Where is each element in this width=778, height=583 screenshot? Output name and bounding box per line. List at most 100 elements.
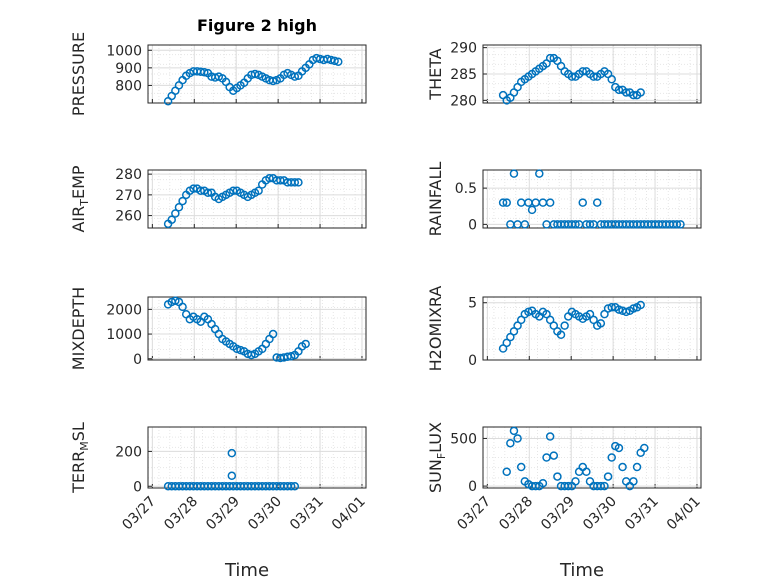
data-point: [506, 332, 515, 342]
data-point: [614, 443, 624, 453]
data-point: [265, 174, 274, 183]
data-point: [585, 309, 595, 319]
x-tick-label: 04/01: [664, 494, 704, 534]
data-point: [556, 330, 566, 340]
y-tick-label: 0: [468, 217, 477, 233]
data-point: [290, 72, 300, 81]
subplot-8: 03/27 03/28 03/29 03/30 03/31 04/01 0 500SUNFLU…: [426, 422, 704, 581]
data-point: [549, 321, 559, 330]
data-point: [290, 178, 300, 187]
data-point: [629, 477, 638, 486]
data-point: [553, 472, 562, 481]
x-tick-label: 03/31: [287, 494, 327, 534]
x-tick-label: 03/29: [203, 494, 243, 534]
y-tick-label: 290: [450, 41, 477, 57]
subplot-3: 260 270 280 AIRTEMP: [69, 165, 367, 233]
data-point: [636, 88, 645, 97]
data-point: [542, 309, 551, 319]
x-tick-label: 03/28: [161, 494, 201, 534]
data-point: [589, 315, 598, 325]
x-tick-label: 03/29: [538, 494, 578, 534]
data-point: [578, 198, 587, 207]
axes-border: [482, 44, 702, 104]
data-point: [294, 178, 303, 187]
data-point: [614, 305, 624, 314]
data-point: [513, 434, 522, 443]
y-tick-label: 5: [468, 296, 477, 312]
y-axis-label: RAINFALL: [426, 162, 445, 237]
data-point: [636, 300, 645, 310]
y-tick-label: 1000: [106, 43, 142, 59]
y-tick-label: 0.5: [455, 181, 477, 197]
axes-border: [147, 44, 367, 104]
data-point: [286, 482, 296, 491]
axes-border: [482, 426, 702, 489]
data-point: [227, 471, 237, 481]
data-point: [676, 220, 685, 229]
data-point: [227, 448, 237, 458]
y-axis-label: SUNFLUX: [426, 422, 448, 493]
data-point: [578, 67, 587, 76]
data-point: [250, 69, 260, 79]
data-point: [621, 307, 631, 317]
data-point: [196, 186, 205, 195]
x-tick-label: 03/31: [622, 494, 662, 534]
data-point: [596, 481, 606, 491]
data-point: [538, 478, 548, 488]
data-point: [254, 186, 263, 195]
data-point: [600, 481, 609, 491]
subplot-4: 0 0.5 RAINFALL: [426, 162, 702, 237]
data-point: [178, 196, 187, 206]
y-tick-label: 285: [450, 67, 477, 83]
data-point: [232, 344, 242, 354]
y-tick-label: 200: [115, 444, 142, 460]
y-tick-label: 0: [133, 352, 142, 368]
y-axis-label: PRESSURE: [69, 32, 88, 116]
data-point: [607, 303, 616, 312]
x-tick-label: 03/27: [119, 494, 159, 534]
data-point: [545, 315, 555, 325]
data-point: [603, 472, 613, 481]
y-tick-label: 1000: [106, 327, 142, 343]
data-point: [629, 304, 638, 313]
data-point: [167, 215, 176, 224]
data-point: [276, 176, 285, 185]
data-point: [247, 350, 256, 360]
data-point: [545, 432, 555, 441]
x-axis-label: Time: [559, 560, 604, 581]
data-point: [607, 75, 616, 84]
data-point: [607, 453, 616, 462]
data-point: [513, 321, 522, 330]
data-point: [589, 72, 598, 81]
data-point: [600, 309, 609, 319]
data-point: [596, 319, 606, 328]
data-point: [506, 438, 515, 448]
axes-border: [147, 169, 367, 229]
y-tick-label: 900: [115, 61, 142, 77]
data-point: [502, 338, 511, 348]
data-point: [171, 296, 180, 305]
data-point: [236, 345, 245, 355]
y-axis-label: TERRMSL: [69, 422, 91, 494]
data-point: [531, 481, 540, 491]
subplot-7: 03/27 03/28 03/29 03/30 03/31 04/01 0 200 TERRMS…: [69, 422, 369, 581]
y-tick-label: 260: [115, 209, 142, 225]
y-tick-label: 2000: [106, 302, 142, 318]
data-point: [502, 198, 511, 207]
y-axis-label: THETA: [426, 48, 445, 100]
data-point: [520, 220, 530, 229]
data-point: [535, 169, 544, 178]
data-point: [301, 339, 310, 349]
data-point: [629, 90, 638, 100]
data-point: [290, 482, 300, 491]
y-tick-label: 270: [115, 188, 142, 204]
data-point: [174, 203, 184, 212]
y-tick-label: 280: [450, 93, 477, 109]
data-point: [268, 76, 278, 86]
data-point: [334, 57, 343, 66]
data-point: [229, 186, 238, 195]
x-tick-label: 04/01: [329, 494, 369, 534]
data-point: [509, 426, 519, 436]
data-point: [330, 56, 339, 66]
data-point: [171, 209, 180, 218]
